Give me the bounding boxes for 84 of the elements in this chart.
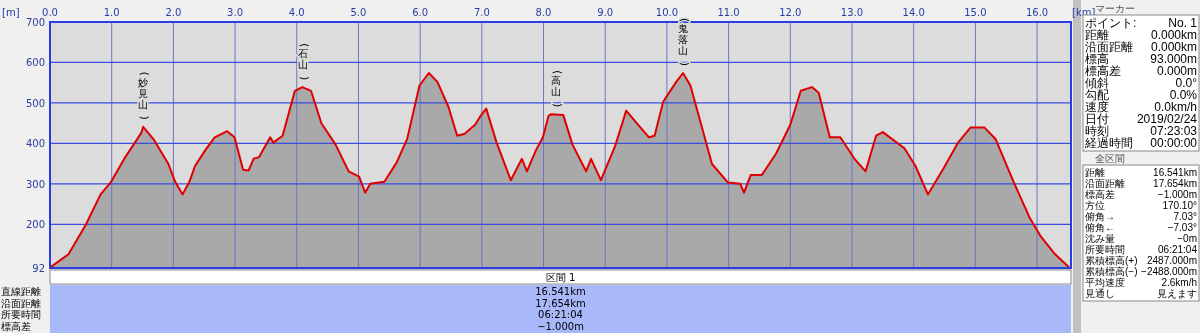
text: 06:21:04: [1158, 244, 1198, 255]
y-axis-title: [m]: [2, 7, 20, 18]
text: 170.10°: [1162, 200, 1197, 211]
x-tick-label: 9.0: [597, 7, 614, 18]
peak-label: (高山): [550, 70, 563, 108]
x-tick-label: 6.0: [412, 7, 429, 18]
y-tick-label: 600: [25, 57, 45, 69]
text: 2019/02/24: [1136, 112, 1198, 126]
y-tick-label: 500: [25, 97, 45, 109]
text: −1.000m: [1157, 189, 1197, 200]
text: 時刻: [1085, 124, 1109, 138]
text: 勾配: [1085, 88, 1109, 102]
x-tick-label: 16.0: [1025, 7, 1049, 18]
text: 見えます: [1157, 288, 1197, 299]
x-tick-label: 0.0: [42, 7, 58, 18]
text: 0.0°: [1175, 76, 1198, 90]
x-tick-label: 13.0: [840, 7, 864, 18]
text: 日付: [1085, 112, 1109, 126]
text: 方位: [1085, 200, 1105, 211]
x-tick-label: 8.0: [535, 7, 552, 18]
text: 全区間: [1095, 153, 1125, 164]
text: 7.03°: [1173, 211, 1197, 222]
y-tick-label: 400: [25, 138, 45, 150]
text: No. 1: [1168, 16, 1198, 30]
x-tick-label: 5.0: [350, 7, 367, 18]
text: 所要時間: [1, 309, 41, 320]
text: 標高差: [1085, 189, 1115, 200]
text: 傾斜: [1085, 76, 1109, 90]
text: 沿面距離: [1, 297, 41, 309]
x-tick-label: 4.0: [288, 7, 305, 18]
peak-label: (鬼落山): [677, 18, 690, 66]
text: 2487.000m: [1146, 255, 1197, 266]
text: 標高差: [1085, 64, 1121, 78]
text: 0.000km: [1150, 40, 1197, 54]
text: 2.6km/h: [1161, 277, 1197, 288]
text: 所要時間: [1085, 244, 1125, 255]
text: −7.03°: [1167, 222, 1197, 233]
text: 0.000km: [1150, 28, 1197, 42]
text: 平均速度: [1085, 277, 1125, 288]
text: 0.0km/h: [1154, 100, 1197, 114]
x-tick-label: 11.0: [717, 7, 740, 18]
text: ポイント:: [1085, 16, 1137, 30]
text: 見通し: [1085, 288, 1115, 299]
text: 00:00:00: [1150, 136, 1198, 150]
y-tick-label: 300: [25, 178, 45, 190]
x-tick-label: 1.0: [103, 7, 120, 18]
text: −0m: [1177, 233, 1197, 244]
x-tick-label: 15.0: [964, 7, 987, 18]
text: 速度: [1085, 100, 1109, 114]
text: 沿面距離: [1085, 40, 1133, 54]
x-tick-label: 10.0: [655, 7, 679, 18]
text: 06:21:04: [538, 309, 583, 320]
text: 距離: [1085, 28, 1109, 42]
text: 俯角←: [1085, 222, 1115, 233]
text: 17.654km: [535, 297, 586, 309]
x-tick-label: 12.0: [779, 7, 802, 18]
text: 0.000m: [1156, 64, 1197, 78]
text: 標高: [1085, 52, 1109, 66]
y-tick-label: 92: [32, 263, 45, 274]
y-tick-label: 700: [25, 17, 45, 28]
x-tick-label: 14.0: [902, 7, 925, 18]
text: 直線距離: [1, 286, 41, 297]
text: 17.654km: [1153, 178, 1197, 189]
text: 0.0%: [1169, 88, 1198, 102]
text: 区間 1: [545, 272, 576, 283]
text: −1.000m: [537, 320, 584, 332]
text: 16.541km: [535, 286, 586, 297]
text: 俯角→: [1085, 211, 1115, 222]
text: 16.541km: [1153, 167, 1197, 178]
text: 累積標高(+): [1085, 255, 1138, 266]
text: 沈み量: [1085, 233, 1115, 244]
x-tick-label: 7.0: [473, 7, 490, 18]
y-tick-label: 200: [25, 219, 45, 231]
x-tick-label: 2.0: [165, 7, 182, 18]
text: 累積標高(−): [1085, 266, 1138, 277]
text: 07:23:03: [1150, 124, 1198, 138]
text: −2488.000m: [1141, 266, 1197, 277]
x-tick-label: 3.0: [227, 7, 244, 18]
text: 経過時間: [1084, 136, 1133, 150]
text: 沿面距離: [1085, 178, 1125, 189]
text: マーカー: [1095, 3, 1135, 14]
text: 93.000m: [1150, 52, 1197, 66]
text: 距離: [1085, 167, 1105, 178]
text: 標高差: [1, 320, 31, 332]
